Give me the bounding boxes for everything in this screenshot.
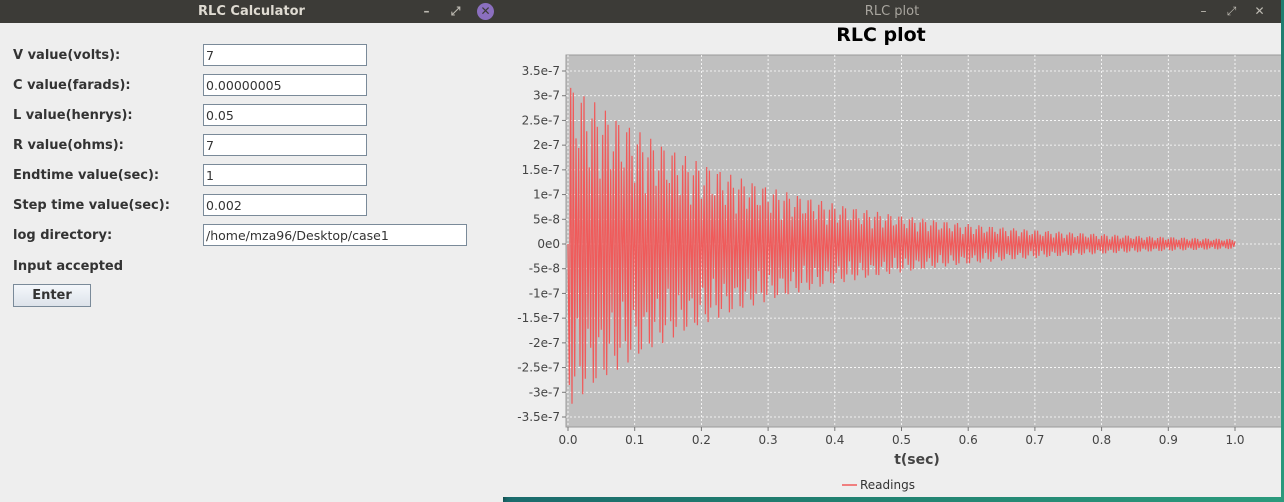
y-tick-label: 2e-7 (533, 138, 560, 152)
plot-window-title: RLC plot (864, 4, 920, 19)
minimize-icon[interactable]: – (423, 4, 430, 18)
y-tick-label: 5e-8 (533, 212, 560, 226)
x-tick-label: 0.3 (759, 433, 778, 447)
calculator-window: RLC Calculator – ⤢ ✕ V value(volts): C v… (0, 0, 503, 502)
minimize-icon[interactable]: – (1200, 4, 1207, 18)
plot-titlebar[interactable]: RLC plot – ⤢ ✕ (503, 0, 1281, 23)
x-tick-label: 0.8 (1092, 433, 1111, 447)
x-tick-label: 0.5 (892, 433, 911, 447)
calculator-title: RLC Calculator (198, 4, 305, 19)
maximize-icon[interactable]: ⤢ (1226, 4, 1237, 18)
close-icon[interactable]: ✕ (1254, 4, 1265, 18)
x-axis: 0.0 0.1 0.2 0.3 0.4 0.5 0.6 0.7 0.8 0.9 1.0 (558, 427, 1245, 447)
v-value-input[interactable] (203, 44, 367, 66)
y-tick-label: 1e-7 (533, 188, 560, 202)
log-directory-label: log directory: (13, 228, 113, 243)
y-tick-label: -3e-7 (529, 385, 560, 399)
x-tick-label: 0.0 (558, 433, 577, 447)
chart-title: RLC plot (836, 24, 926, 46)
endtime-label: Endtime value(sec): (13, 168, 160, 183)
x-tick-label: 1.0 (1225, 433, 1244, 447)
calculator-titlebar[interactable]: RLC Calculator – ⤢ ✕ (0, 0, 503, 23)
readings-series-line (567, 87, 1236, 404)
l-value-input[interactable] (203, 104, 367, 126)
grid-lines (566, 55, 1281, 427)
x-axis-label: t(sec) (894, 452, 940, 468)
y-tick-label: 3.5e-7 (522, 64, 560, 78)
y-tick-label: 0e0 (537, 237, 560, 251)
c-value-label: C value(farads): (13, 78, 131, 93)
l-value-label: L value(henrys): (13, 108, 133, 123)
x-tick-label: 0.2 (692, 433, 711, 447)
y-tick-label: -2e-7 (529, 336, 560, 350)
plot-window: RLC plot – ⤢ ✕ RLC plot 3.5e-7 3e-7 2.5e-7… (503, 0, 1281, 497)
x-tick-label: 0.9 (1159, 433, 1178, 447)
y-tick-label: -5e-8 (529, 262, 560, 276)
x-tick-label: 0.4 (825, 433, 844, 447)
status-text: Input accepted (13, 259, 124, 274)
y-tick-label: 2.5e-7 (522, 113, 560, 127)
y-tick-label: -2.5e-7 (517, 361, 560, 375)
x-tick-label: 0.7 (1025, 433, 1044, 447)
log-directory-input[interactable] (203, 224, 467, 246)
y-tick-label: 1.5e-7 (522, 163, 560, 177)
y-tick-label: 3e-7 (533, 89, 560, 103)
maximize-icon[interactable]: ⤢ (450, 4, 461, 18)
c-value-input[interactable] (203, 74, 367, 96)
y-tick-label: -1.5e-7 (517, 311, 560, 325)
y-tick-label: -3.5e-7 (517, 410, 560, 424)
rlc-chart: RLC plot 3.5e-7 3e-7 2.5e-7 2e-7 1.5e-7 1e-7 5… (517, 24, 1281, 492)
endtime-input[interactable] (203, 164, 367, 186)
legend-label-readings: Readings (860, 478, 915, 492)
r-value-input[interactable] (203, 134, 367, 156)
step-time-input[interactable] (203, 194, 367, 216)
x-tick-label: 0.1 (625, 433, 644, 447)
step-time-label: Step time value(sec): (13, 198, 170, 213)
v-value-label: V value(volts): (13, 48, 121, 63)
enter-button[interactable]: Enter (13, 284, 91, 307)
y-axis: 3.5e-7 3e-7 2.5e-7 2e-7 1.5e-7 1e-7 5e-8 0e0 -5e… (517, 64, 566, 424)
y-tick-label: -1e-7 (529, 286, 560, 300)
close-icon[interactable]: ✕ (477, 3, 494, 20)
x-tick-label: 0.6 (959, 433, 978, 447)
r-value-label: R value(ohms): (13, 138, 124, 153)
